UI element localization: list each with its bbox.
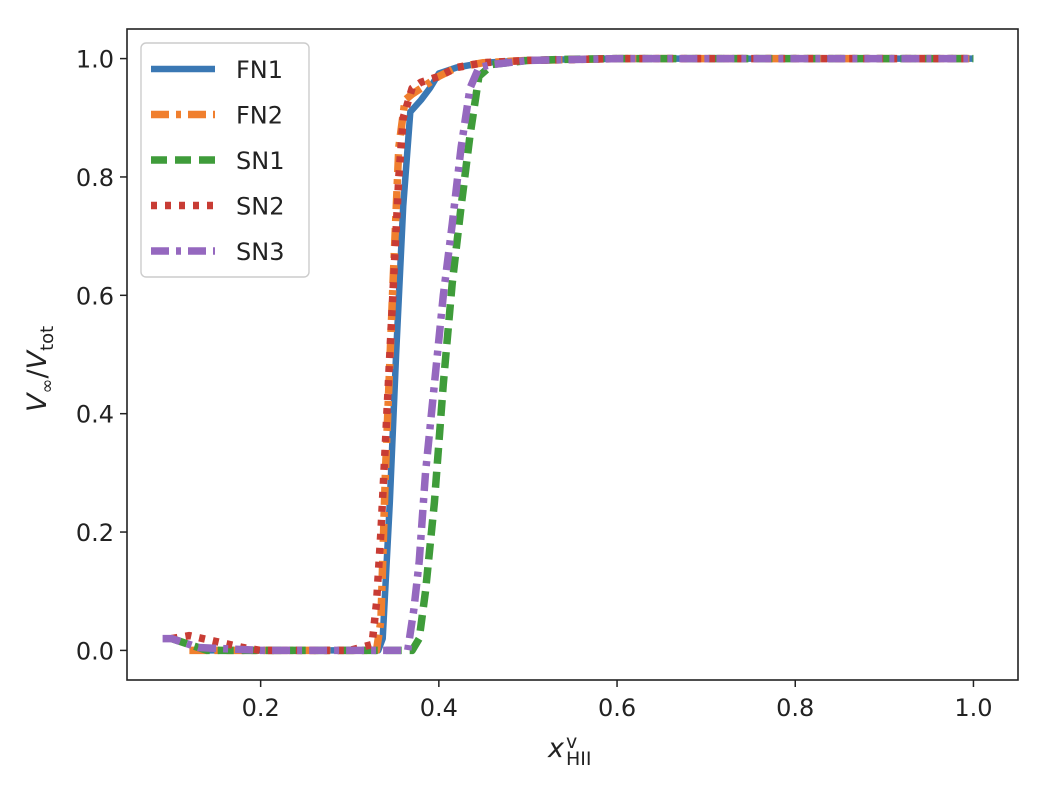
legend-items: FN1 FN2 SN1 SN2 SN3: [151, 56, 284, 266]
x-tick-label: 0.8: [776, 694, 814, 722]
legend: FN1 FN2 SN1 SN2 SN3: [140, 42, 310, 278]
series-line-sn3: [162, 54, 974, 655]
x-tick-label: 0.2: [242, 694, 280, 722]
series-layer: [162, 54, 974, 655]
y-axis-label-den: V: [22, 348, 53, 369]
series-line-sn1: [170, 54, 974, 655]
legend-label-sn2: SN2: [236, 193, 284, 221]
y-tick-label: 0.0: [76, 637, 114, 665]
ticks-layer: 0.2 0.4 0.6 0.8 1.0 0.0 0.2 0.4 0.6 0.8 1.0: [76, 46, 993, 722]
series-line-fn2: [189, 54, 974, 655]
y-axis-label-den-sub: tot: [37, 326, 58, 351]
legend-label-sn1: SN1: [236, 147, 284, 175]
series-line-sn2: [170, 54, 974, 655]
legend-label-fn1: FN1: [236, 56, 283, 84]
x-axis-label-sub: HII: [566, 748, 592, 770]
x-axis-label: x HII: [547, 733, 591, 770]
y-tick-label: 0.4: [76, 401, 114, 429]
x-axis-label-base: x: [547, 733, 565, 764]
y-tick-label: 0.8: [76, 164, 114, 192]
x-axis-label-sup: v: [566, 731, 577, 753]
y-axis-label: V∞/Vtot: [22, 326, 58, 412]
y-tick-label: 0.2: [76, 519, 114, 547]
legend-label-fn2: FN2: [236, 102, 283, 130]
x-tick-label: 1.0: [954, 694, 992, 722]
y-axis-label-num: V: [22, 391, 53, 412]
plot-frame: [126, 28, 1019, 681]
y-axis-label-num-sub: ∞: [37, 379, 58, 394]
legend-label-sn3: SN3: [236, 238, 284, 266]
legend-box: [140, 42, 310, 278]
x-tick-label: 0.6: [598, 694, 636, 722]
y-tick-label: 0.6: [76, 282, 114, 310]
y-axis-label-slash: /: [22, 369, 53, 379]
y-tick-label: 1.0: [76, 46, 114, 74]
x-tick-label: 0.4: [420, 694, 458, 722]
